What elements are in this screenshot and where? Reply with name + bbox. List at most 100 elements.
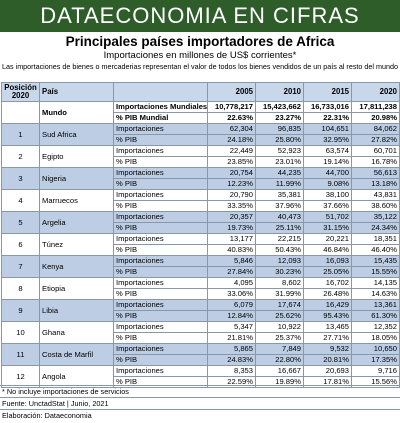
cell-metric: Importaciones [113, 123, 208, 135]
table-row: % PIB 21.81% 25.37% 27.71% 18.05% [2, 332, 400, 344]
cell-country: Ghana [39, 321, 114, 344]
table-row: 11 Costa de Marfil Importaciones 5,865 7,849… [1, 343, 400, 366]
cell-value: 22.31% [303, 112, 352, 124]
cell-value: 60,701 [351, 145, 400, 157]
divider [0, 409, 400, 410]
table-row: 10 Ghana Importaciones 5,347 10,922 13,465 12,… [1, 321, 400, 344]
cell-value: 5,865 [207, 343, 256, 355]
cell-metric: Importaciones [113, 321, 208, 333]
cell-position: 4 [1, 189, 40, 212]
cell-metric: Importaciones [113, 145, 208, 157]
cell-value: 84,062 [351, 123, 400, 135]
table-row: % PIB 19.73% 25.11% 31.15% 24.34% [2, 222, 400, 234]
cell-value: 7,849 [255, 343, 304, 355]
cell-value: 22,215 [255, 233, 304, 245]
cell-value: 10,650 [351, 343, 400, 355]
cell-value: 20,357 [207, 211, 256, 223]
cell-value: 14,135 [351, 277, 400, 289]
cell-metric: Importaciones [113, 277, 208, 289]
cell-metric: % PIB [113, 288, 208, 300]
cell-value: 38,100 [303, 189, 352, 201]
cell-value: 37.96% [255, 200, 304, 212]
cell-value: 61.30% [351, 310, 400, 322]
cell-country: Mundo [39, 101, 114, 124]
cell-value: 16.78% [351, 156, 400, 168]
cell-value: 20,754 [207, 167, 256, 179]
cell-value: 23.85% [207, 156, 256, 168]
cell-value: 24.34% [351, 222, 400, 234]
table-row: 12 Angola Importaciones 8,353 16,667 20,693 9,… [1, 365, 400, 388]
cell-metric: % PIB [113, 134, 208, 146]
cell-value: 10,922 [255, 321, 304, 333]
cell-position: 6 [1, 233, 40, 256]
cell-value: 20,693 [303, 365, 352, 377]
description: Las importaciones de bienes o mercaderia… [2, 62, 398, 71]
table-row: % PIB Mundial 22.63% 23.27% 22.31% 20.98% [2, 112, 400, 124]
cell-value: 51,702 [303, 211, 352, 223]
cell-value: 25.80% [255, 134, 304, 146]
cell-value: 30.23% [255, 266, 304, 278]
table-row: % PIB 40.83% 50.43% 46.84% 46.40% [2, 244, 400, 256]
cell-value: 6,079 [207, 299, 256, 311]
cell-value: 27.84% [207, 266, 256, 278]
page-subtitle: Importaciones en millones de US$ corrien… [103, 50, 297, 61]
cell-value: 20,221 [303, 233, 352, 245]
cell-value: 12,093 [255, 255, 304, 267]
cell-value: 12.23% [207, 178, 256, 190]
cell-value: 27.71% [303, 332, 352, 344]
cell-metric: Importaciones Mundiales [113, 101, 208, 113]
header-year-2020: 2020 [351, 82, 400, 102]
table-row: 8 Etiopia Importaciones 4,095 8,602 16,702 14,… [1, 277, 400, 300]
cell-value: 15,435 [351, 255, 400, 267]
cell-value: 40,473 [255, 211, 304, 223]
imports-table-wrapper: Posición 2020 País 2005 2010 2015 2020 M… [1, 82, 400, 388]
cell-value: 35,122 [351, 211, 400, 223]
cell-value: 104,651 [303, 123, 352, 135]
cell-value: 96,835 [255, 123, 304, 135]
header-metric [113, 82, 208, 102]
cell-position: 10 [1, 321, 40, 344]
cell-country: Sud Africa [39, 123, 114, 146]
cell-position: 9 [1, 299, 40, 322]
cell-position: 3 [1, 167, 40, 190]
cell-position: 8 [1, 277, 40, 300]
cell-position: 7 [1, 255, 40, 278]
cell-value: 25.37% [255, 332, 304, 344]
cell-country: Kenya [39, 255, 114, 278]
table-row: % PIB 27.84% 30.23% 25.05% 15.55% [2, 266, 400, 278]
table-header-row: Posición 2020 País 2005 2010 2015 2020 [1, 82, 400, 102]
cell-value: 16,733,016 [303, 101, 352, 113]
cell-country: Marruecos [39, 189, 114, 212]
table-row: 1 Sud Africa Importaciones 62,304 96,835 104,… [1, 123, 400, 146]
cell-position: 11 [1, 343, 40, 366]
cell-value: 18,351 [351, 233, 400, 245]
cell-value: 62,304 [207, 123, 256, 135]
cell-value: 19.14% [303, 156, 352, 168]
cell-value: 35,381 [255, 189, 304, 201]
credit-note: Elaboración: Dataeconomia [2, 411, 92, 420]
table-row: 4 Marruecos Importaciones 20,790 35,381 38,10… [1, 189, 400, 212]
table-row: 6 Túnez Importaciones 13,177 22,215 20,221 18,… [1, 233, 400, 256]
cell-value: 9.08% [303, 178, 352, 190]
cell-value: 4,095 [207, 277, 256, 289]
cell-metric: % PIB [113, 354, 208, 366]
footnote: * No incluye importaciones de servicios [2, 387, 129, 396]
cell-country: Libia [39, 299, 114, 322]
cell-position: 12 [1, 365, 40, 388]
cell-metric: Importaciones [113, 233, 208, 245]
cell-value: 37.66% [303, 200, 352, 212]
cell-metric: Importaciones [113, 255, 208, 267]
cell-value: 8,602 [255, 277, 304, 289]
cell-value: 12.84% [207, 310, 256, 322]
cell-value: 50.43% [255, 244, 304, 256]
table-row: 7 Kenya Importaciones 5,846 12,093 16,093 15,4… [1, 255, 400, 278]
cell-value: 15.55% [351, 266, 400, 278]
cell-value: 40.83% [207, 244, 256, 256]
cell-value: 33.06% [207, 288, 256, 300]
cell-value: 9,716 [351, 365, 400, 377]
cell-country: Costa de Marfil [39, 343, 114, 366]
cell-value: 56,613 [351, 167, 400, 179]
cell-value: 13.18% [351, 178, 400, 190]
cell-country: Túnez [39, 233, 114, 256]
cell-metric: Importaciones [113, 299, 208, 311]
